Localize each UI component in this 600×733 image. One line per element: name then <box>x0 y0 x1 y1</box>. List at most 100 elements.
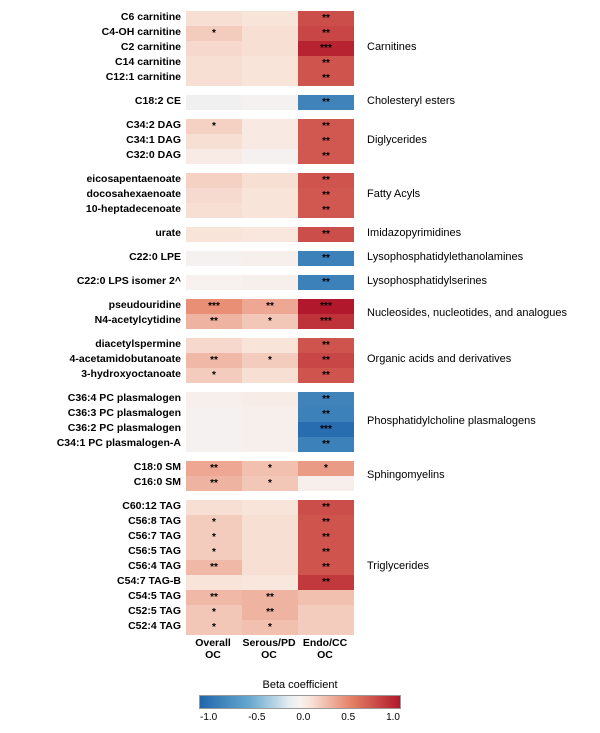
heatmap-cell <box>186 251 242 266</box>
row-label: C34:1 DAG <box>126 133 185 148</box>
legend-tick: 1.0 <box>386 712 400 723</box>
heatmap-group: C6 carnitineC4-OH carnitineC2 carnitineC… <box>10 10 590 87</box>
heatmap-cell: *** <box>298 41 354 56</box>
heatmap-cells: ********* <box>185 391 355 453</box>
heatmap-cell: ** <box>186 461 242 476</box>
heatmap-cell <box>186 338 242 353</box>
row-labels: C22:0 LPE <box>10 250 185 265</box>
heatmap-cell <box>242 203 298 218</box>
row-label: C32:0 DAG <box>126 148 185 163</box>
heatmap-cell: ** <box>298 11 354 26</box>
row-label: C12:1 carnitine <box>106 70 185 85</box>
heatmap-cell: ** <box>186 353 242 368</box>
group-label: Sphingomyelins <box>355 460 590 490</box>
heatmap-cells: ********** <box>185 337 355 384</box>
heatmap-cell: ** <box>298 251 354 266</box>
row-label: C22:0 LPE <box>129 250 185 265</box>
heatmap-cell: ** <box>242 299 298 314</box>
row-label: C34:2 DAG <box>126 118 185 133</box>
heatmap-cell: * <box>242 461 298 476</box>
heatmap-cell <box>242 95 298 110</box>
heatmap-cell <box>186 11 242 26</box>
row-labels: C22:0 LPS isomer 2^ <box>10 274 185 289</box>
heatmap-cell <box>186 407 242 422</box>
heatmap-cell: * <box>186 119 242 134</box>
heatmap-cell <box>186 437 242 452</box>
heatmap-cell <box>186 95 242 110</box>
group-label: Triglycerides <box>355 499 590 634</box>
heatmap-cell <box>242 251 298 266</box>
row-label: pseudouridine <box>109 298 185 313</box>
heatmap-cell: * <box>186 515 242 530</box>
heatmap-cell <box>242 500 298 515</box>
heatmap-cell <box>186 203 242 218</box>
row-label: C54:5 TAG <box>128 589 185 604</box>
heatmap-group: eicosapentaenoatedocosahexaenoate10-hept… <box>10 172 590 219</box>
legend-ticks: -1.0-0.50.00.51.0 <box>200 712 400 723</box>
heatmap-cell: * <box>242 620 298 635</box>
heatmap-cell <box>242 56 298 71</box>
heatmap-cell: * <box>186 26 242 41</box>
heatmap-cell: ** <box>242 605 298 620</box>
row-label: C18:0 SM <box>134 460 185 475</box>
row-label: C52:4 TAG <box>128 619 185 634</box>
heatmap-group: C22:0 LPE **Lysophosphatidylethanolamines <box>10 250 590 267</box>
heatmap-cell <box>242 11 298 26</box>
row-label: urate <box>155 226 185 241</box>
heatmap-cell: *** <box>186 299 242 314</box>
heatmap-chart: C6 carnitineC4-OH carnitineC2 carnitineC… <box>10 10 590 636</box>
heatmap-cell: ** <box>298 173 354 188</box>
heatmap-cell: ** <box>186 560 242 575</box>
row-label: C16:0 SM <box>134 475 185 490</box>
row-label: eicosapentaenoate <box>86 172 185 187</box>
heatmap-cell <box>186 227 242 242</box>
heatmap-cells: ** <box>185 94 355 111</box>
heatmap-cell <box>242 338 298 353</box>
row-label: C56:5 TAG <box>128 544 185 559</box>
heatmap-cell <box>186 41 242 56</box>
group-label: Lysophosphatidylserines <box>355 274 590 289</box>
row-labels: C36:4 PC plasmalogenC36:3 PC plasmalogen… <box>10 391 185 451</box>
heatmap-cell: * <box>242 353 298 368</box>
heatmap-group: urate**Imidazopyrimidines <box>10 226 590 243</box>
column-label: OverallOC <box>185 638 241 661</box>
heatmap-cell <box>186 422 242 437</box>
heatmap-cell <box>242 437 298 452</box>
heatmap-group: C18:2 CE **Cholesteryl esters <box>10 94 590 111</box>
group-label: Lysophosphatidylethanolamines <box>355 250 590 265</box>
heatmap-cell <box>186 275 242 290</box>
heatmap-cell <box>242 275 298 290</box>
row-labels: C18:2 CE <box>10 94 185 109</box>
heatmap-cell <box>242 422 298 437</box>
heatmap-group: C18:0 SMC16:0 SM*******Sphingomyelins <box>10 460 590 492</box>
row-label: 4-acetamidobutanoate <box>70 352 185 367</box>
heatmap-cell: ** <box>298 95 354 110</box>
row-label: 10-heptadecenoate <box>86 202 185 217</box>
heatmap-cell: * <box>298 461 354 476</box>
row-label: diacetylspermine <box>95 337 185 352</box>
row-labels: C34:2 DAGC34:1 DAGC32:0 DAG <box>10 118 185 163</box>
heatmap-cell <box>242 188 298 203</box>
heatmap-cell <box>242 407 298 422</box>
heatmap-cell: * <box>242 314 298 329</box>
heatmap-group: C22:0 LPS isomer 2^**Lysophosphatidylser… <box>10 274 590 291</box>
row-labels: C6 carnitineC4-OH carnitineC2 carnitineC… <box>10 10 185 85</box>
heatmap-cell: ** <box>298 545 354 560</box>
heatmap-cells: ******* <box>185 118 355 165</box>
heatmap-cell <box>186 149 242 164</box>
column-label: Serous/PDOC <box>241 638 297 661</box>
heatmap-cell <box>242 227 298 242</box>
row-labels: C18:0 SMC16:0 SM <box>10 460 185 490</box>
row-label: C54:7 TAG-B <box>117 574 185 589</box>
heatmap-cell: *** <box>298 314 354 329</box>
heatmap-cell: * <box>186 368 242 383</box>
row-label: N4-acetylcytidine <box>95 313 185 328</box>
row-labels: urate <box>10 226 185 241</box>
heatmap-group: pseudouridineN4-acetylcytidine**********… <box>10 298 590 330</box>
row-labels: diacetylspermine4-acetamidobutanoate3-hy… <box>10 337 185 382</box>
heatmap-cell <box>186 134 242 149</box>
heatmap-cell: * <box>242 476 298 491</box>
group-label: Cholesteryl esters <box>355 94 590 109</box>
heatmap-cell <box>242 149 298 164</box>
heatmap-cell: ** <box>298 368 354 383</box>
